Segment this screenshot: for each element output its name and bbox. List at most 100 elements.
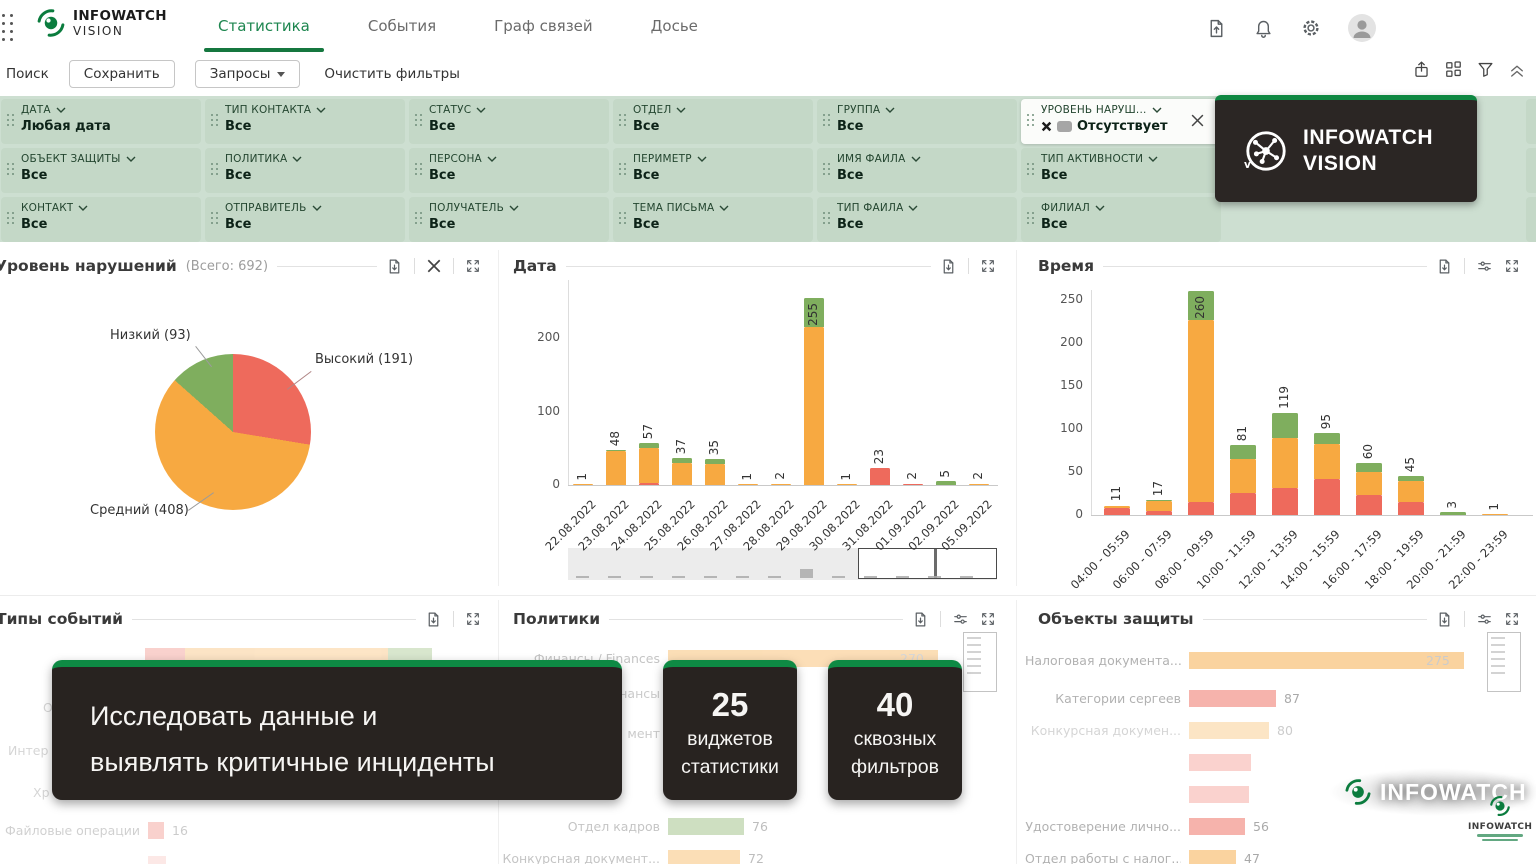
drag-handle-icon[interactable] <box>1027 212 1035 226</box>
filter-chip[interactable]: УРОВЕНЬ НАРУШ... Отсутствует <box>1021 99 1221 144</box>
export-icon[interactable] <box>386 258 403 275</box>
brand-logo[interactable]: INFOWATCH VISION <box>36 8 167 38</box>
bar-segment[interactable] <box>148 822 164 839</box>
bar-segment[interactable] <box>1356 463 1382 472</box>
chart-scrollbar[interactable] <box>963 632 997 692</box>
drag-handle-icon[interactable] <box>823 212 831 226</box>
drag-handle-icon[interactable] <box>619 114 627 128</box>
bar-segment[interactable] <box>1356 472 1382 496</box>
export-icon[interactable] <box>912 611 929 628</box>
close-icon[interactable] <box>426 258 442 274</box>
filter-chip[interactable]: ПЕРСОНА Все <box>409 148 609 193</box>
pie-chart[interactable] <box>155 354 311 510</box>
bar-segment[interactable] <box>1272 488 1298 515</box>
settings-sliders-icon[interactable] <box>952 611 969 628</box>
bar-segment[interactable] <box>1189 850 1236 864</box>
bar-segment[interactable] <box>639 443 659 449</box>
toggle-switch[interactable] <box>1057 121 1072 132</box>
filter-chip[interactable]: СТАТУС Все <box>409 99 609 144</box>
fullscreen-icon[interactable] <box>1504 258 1520 274</box>
nav-tab[interactable]: Граф связей <box>494 17 593 35</box>
bar-segment[interactable] <box>1440 512 1466 515</box>
filter-chip[interactable]: ТИП ФАЙЛА Все <box>817 197 1017 242</box>
filter-chip-partial[interactable] <box>1526 99 1536 144</box>
filter-chip-partial[interactable] <box>1526 148 1536 193</box>
bar-segment[interactable] <box>870 468 890 485</box>
bar-segment[interactable] <box>969 483 989 485</box>
bell-icon[interactable] <box>1253 18 1274 39</box>
exclude-icon[interactable] <box>1041 121 1052 132</box>
bar-segment[interactable] <box>672 463 692 485</box>
export-icon[interactable] <box>1436 611 1453 628</box>
drag-handle-icon[interactable] <box>619 163 627 177</box>
bar-segment[interactable] <box>1189 652 1464 669</box>
bar-segment[interactable] <box>771 483 791 485</box>
nav-tab[interactable]: События <box>367 17 437 35</box>
queries-button[interactable]: Запросы <box>194 60 301 88</box>
fullscreen-icon[interactable] <box>980 611 996 627</box>
filter-chip[interactable]: ПЕРИМЕТР Все <box>613 148 813 193</box>
bar-segment[interactable] <box>639 482 659 485</box>
bar-segment[interactable] <box>668 818 744 835</box>
save-button[interactable]: Сохранить <box>68 60 175 88</box>
drag-handle-icon[interactable] <box>823 114 831 128</box>
date-range-brush[interactable] <box>568 548 997 580</box>
filter-chip[interactable]: ТИП КОНТАКТА Все <box>205 99 405 144</box>
bar-segment[interactable] <box>837 484 857 485</box>
bar-segment[interactable] <box>1356 495 1382 515</box>
bar-segment[interactable] <box>1398 480 1424 503</box>
bar-segment[interactable] <box>705 464 725 485</box>
bar-segment[interactable] <box>606 451 626 485</box>
search-input[interactable]: Поиск <box>6 66 49 82</box>
export-icon[interactable] <box>425 611 442 628</box>
drag-handle-icon[interactable] <box>415 163 423 177</box>
drag-handle-icon[interactable] <box>415 114 423 128</box>
settings-sliders-icon[interactable] <box>1476 258 1493 275</box>
bar-segment[interactable] <box>738 484 758 485</box>
share-icon[interactable] <box>1412 60 1431 79</box>
drag-handle-icon[interactable] <box>211 212 219 226</box>
brush-handle[interactable] <box>934 549 937 578</box>
gear-icon[interactable] <box>1300 17 1322 39</box>
nav-tab[interactable]: Статистика <box>204 0 324 52</box>
filter-chip[interactable]: ПОЛИТИКА Все <box>205 148 405 193</box>
bar-segment[interactable] <box>903 483 923 485</box>
drag-handle-icon[interactable] <box>619 212 627 226</box>
drag-handle-icon[interactable] <box>7 163 15 177</box>
filter-chip[interactable]: ТЕМА ПИСЬМА Все <box>613 197 813 242</box>
bar-segment[interactable] <box>1104 505 1130 509</box>
filter-chip[interactable]: ОТДЕЛ Все <box>613 99 813 144</box>
close-icon[interactable] <box>1190 113 1205 128</box>
bar-segment[interactable] <box>1104 508 1130 515</box>
bar-segment[interactable] <box>606 449 626 452</box>
filter-chip[interactable]: ФИЛИАЛ Все <box>1021 197 1221 242</box>
filter-chip[interactable]: ИМЯ ФАЙЛА Все <box>817 148 1017 193</box>
bar-segment[interactable] <box>672 457 692 463</box>
bar-segment[interactable] <box>1398 476 1424 481</box>
widgets-icon[interactable] <box>1444 60 1463 79</box>
bar-segment[interactable] <box>1230 459 1256 493</box>
bar-segment[interactable] <box>1189 690 1276 707</box>
drag-handle-icon[interactable] <box>7 114 15 128</box>
drag-handle-icon[interactable] <box>1027 114 1035 128</box>
collapse-icon[interactable] <box>1508 61 1526 79</box>
bar-segment[interactable] <box>1398 502 1424 515</box>
filter-chip[interactable]: ГРУППА Все <box>817 99 1017 144</box>
filter-chip[interactable]: ТИП АКТИВНОСТИ Все <box>1021 148 1221 193</box>
bar-segment[interactable] <box>1314 478 1340 515</box>
bar-segment[interactable] <box>668 850 740 864</box>
filter-chip[interactable]: КОНТАКТ Все <box>1 197 201 242</box>
drag-handle-icon[interactable] <box>7 212 15 226</box>
drag-handle-icon[interactable] <box>211 163 219 177</box>
bar-segment[interactable] <box>573 484 593 485</box>
bar-segment[interactable] <box>1230 492 1256 515</box>
bar-segment[interactable] <box>1188 502 1214 515</box>
clear-filters-button[interactable]: Очистить фильтры <box>324 66 460 82</box>
bar-segment[interactable] <box>1189 722 1269 739</box>
chart-scrollbar[interactable] <box>1487 632 1521 692</box>
filter-chip[interactable]: ОБЪЕКТ ЗАЩИТЫ Все <box>1 148 201 193</box>
bar-segment[interactable] <box>1272 438 1298 489</box>
bar-segment[interactable] <box>804 327 824 485</box>
fullscreen-icon[interactable] <box>1504 611 1520 627</box>
filter-chip[interactable]: ПОЛУЧАТЕЛЬ Все <box>409 197 609 242</box>
